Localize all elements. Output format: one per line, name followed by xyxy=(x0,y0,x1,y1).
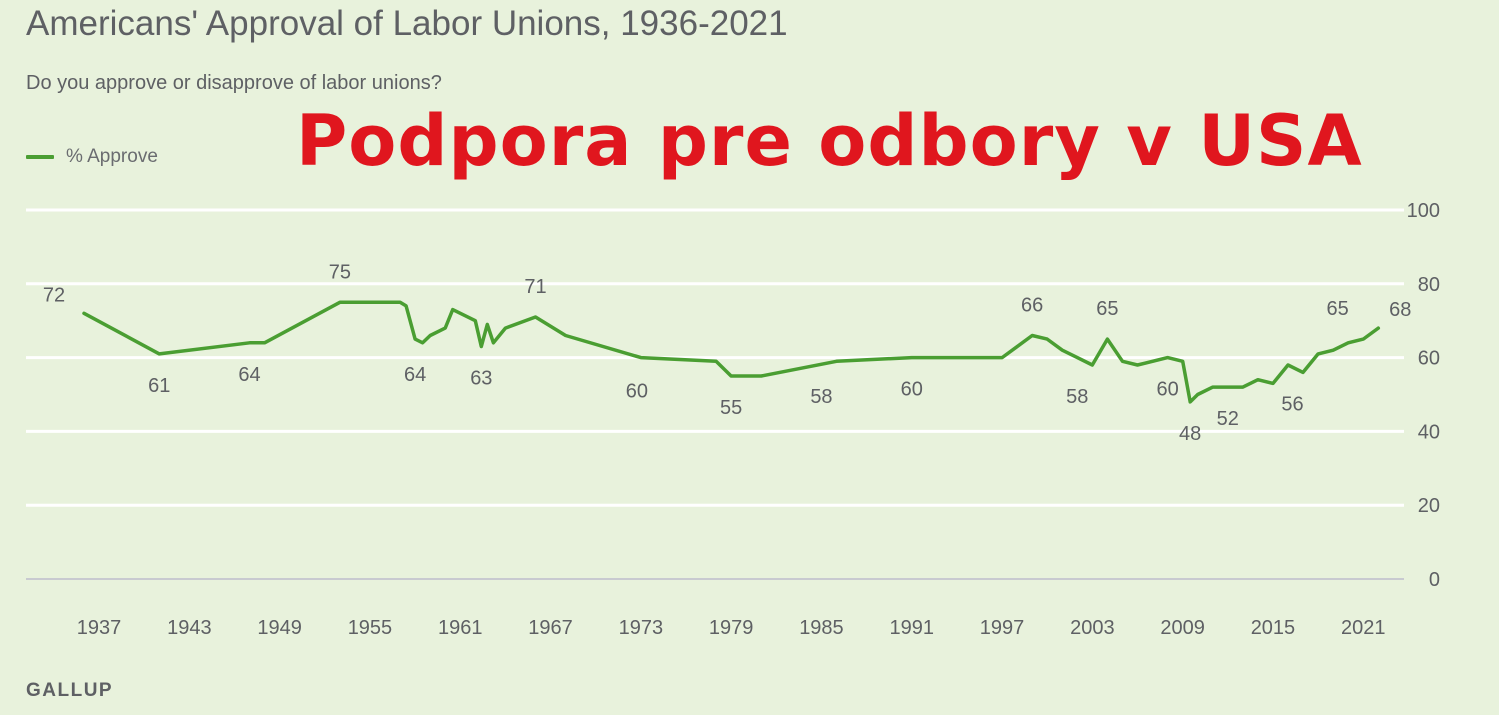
data-label: 75 xyxy=(329,261,351,283)
data-label: 65 xyxy=(1096,298,1118,320)
x-tick-label: 1949 xyxy=(257,617,302,639)
overlay-caption: Podpora pre odbory v USA xyxy=(296,100,1363,182)
data-label: 58 xyxy=(1066,386,1088,408)
x-tick-label: 1991 xyxy=(890,617,935,639)
data-label: 65 xyxy=(1327,298,1349,320)
y-tick-label: 0 xyxy=(1429,569,1440,591)
x-tick-label: 2003 xyxy=(1070,617,1115,639)
y-tick-label: 40 xyxy=(1418,421,1440,443)
data-label: 66 xyxy=(1021,294,1043,316)
x-tick-label: 1967 xyxy=(528,617,573,639)
data-label: 64 xyxy=(404,364,426,386)
data-label: 72 xyxy=(43,284,65,306)
x-tick-label: 1955 xyxy=(348,617,393,639)
x-tick-label: 1997 xyxy=(980,617,1025,639)
data-label: 63 xyxy=(470,368,492,390)
x-tick-label: 1961 xyxy=(438,617,483,639)
data-label: 68 xyxy=(1389,299,1411,321)
x-tick-label: 1979 xyxy=(709,617,754,639)
x-axis-ticks: 1937 1943 1949 1955 1961 1967 1973 1979 1985 1991… xyxy=(77,617,1386,639)
data-label: 60 xyxy=(901,379,923,401)
data-label: 64 xyxy=(238,364,260,386)
legend-swatch xyxy=(26,155,54,159)
x-tick-label: 2009 xyxy=(1160,617,1205,639)
y-tick-label: 20 xyxy=(1418,495,1440,517)
data-label: 61 xyxy=(148,375,170,397)
data-label: 52 xyxy=(1217,408,1239,430)
data-label: 56 xyxy=(1281,393,1303,415)
data-label: 60 xyxy=(1156,379,1178,401)
data-label: 48 xyxy=(1179,423,1201,445)
y-tick-label: 80 xyxy=(1418,274,1440,296)
x-tick-label: 1943 xyxy=(167,617,212,639)
series-line xyxy=(82,300,1381,404)
x-tick-label: 1937 xyxy=(77,617,122,639)
data-label: 60 xyxy=(626,381,648,403)
source-credit: GALLUP xyxy=(26,680,114,701)
series-layer xyxy=(82,300,1381,404)
x-tick-label: 2015 xyxy=(1251,617,1296,639)
x-tick-label: 2021 xyxy=(1341,617,1386,639)
chart-title: Americans' Approval of Labor Unions, 193… xyxy=(26,4,788,43)
data-label: 55 xyxy=(720,397,742,419)
y-axis-ticks: 0 20 40 60 80 100 xyxy=(1407,200,1440,591)
y-tick-label: 60 xyxy=(1418,348,1440,370)
chart-legend: % Approve xyxy=(26,146,158,168)
legend-label: % Approve xyxy=(66,146,158,167)
x-tick-label: 1985 xyxy=(799,617,844,639)
y-tick-label: 100 xyxy=(1407,200,1440,222)
data-label: 71 xyxy=(524,276,546,298)
chart-subtitle: Do you approve or disapprove of labor un… xyxy=(26,72,442,94)
data-label: 58 xyxy=(810,386,832,408)
x-tick-label: 1973 xyxy=(619,617,664,639)
